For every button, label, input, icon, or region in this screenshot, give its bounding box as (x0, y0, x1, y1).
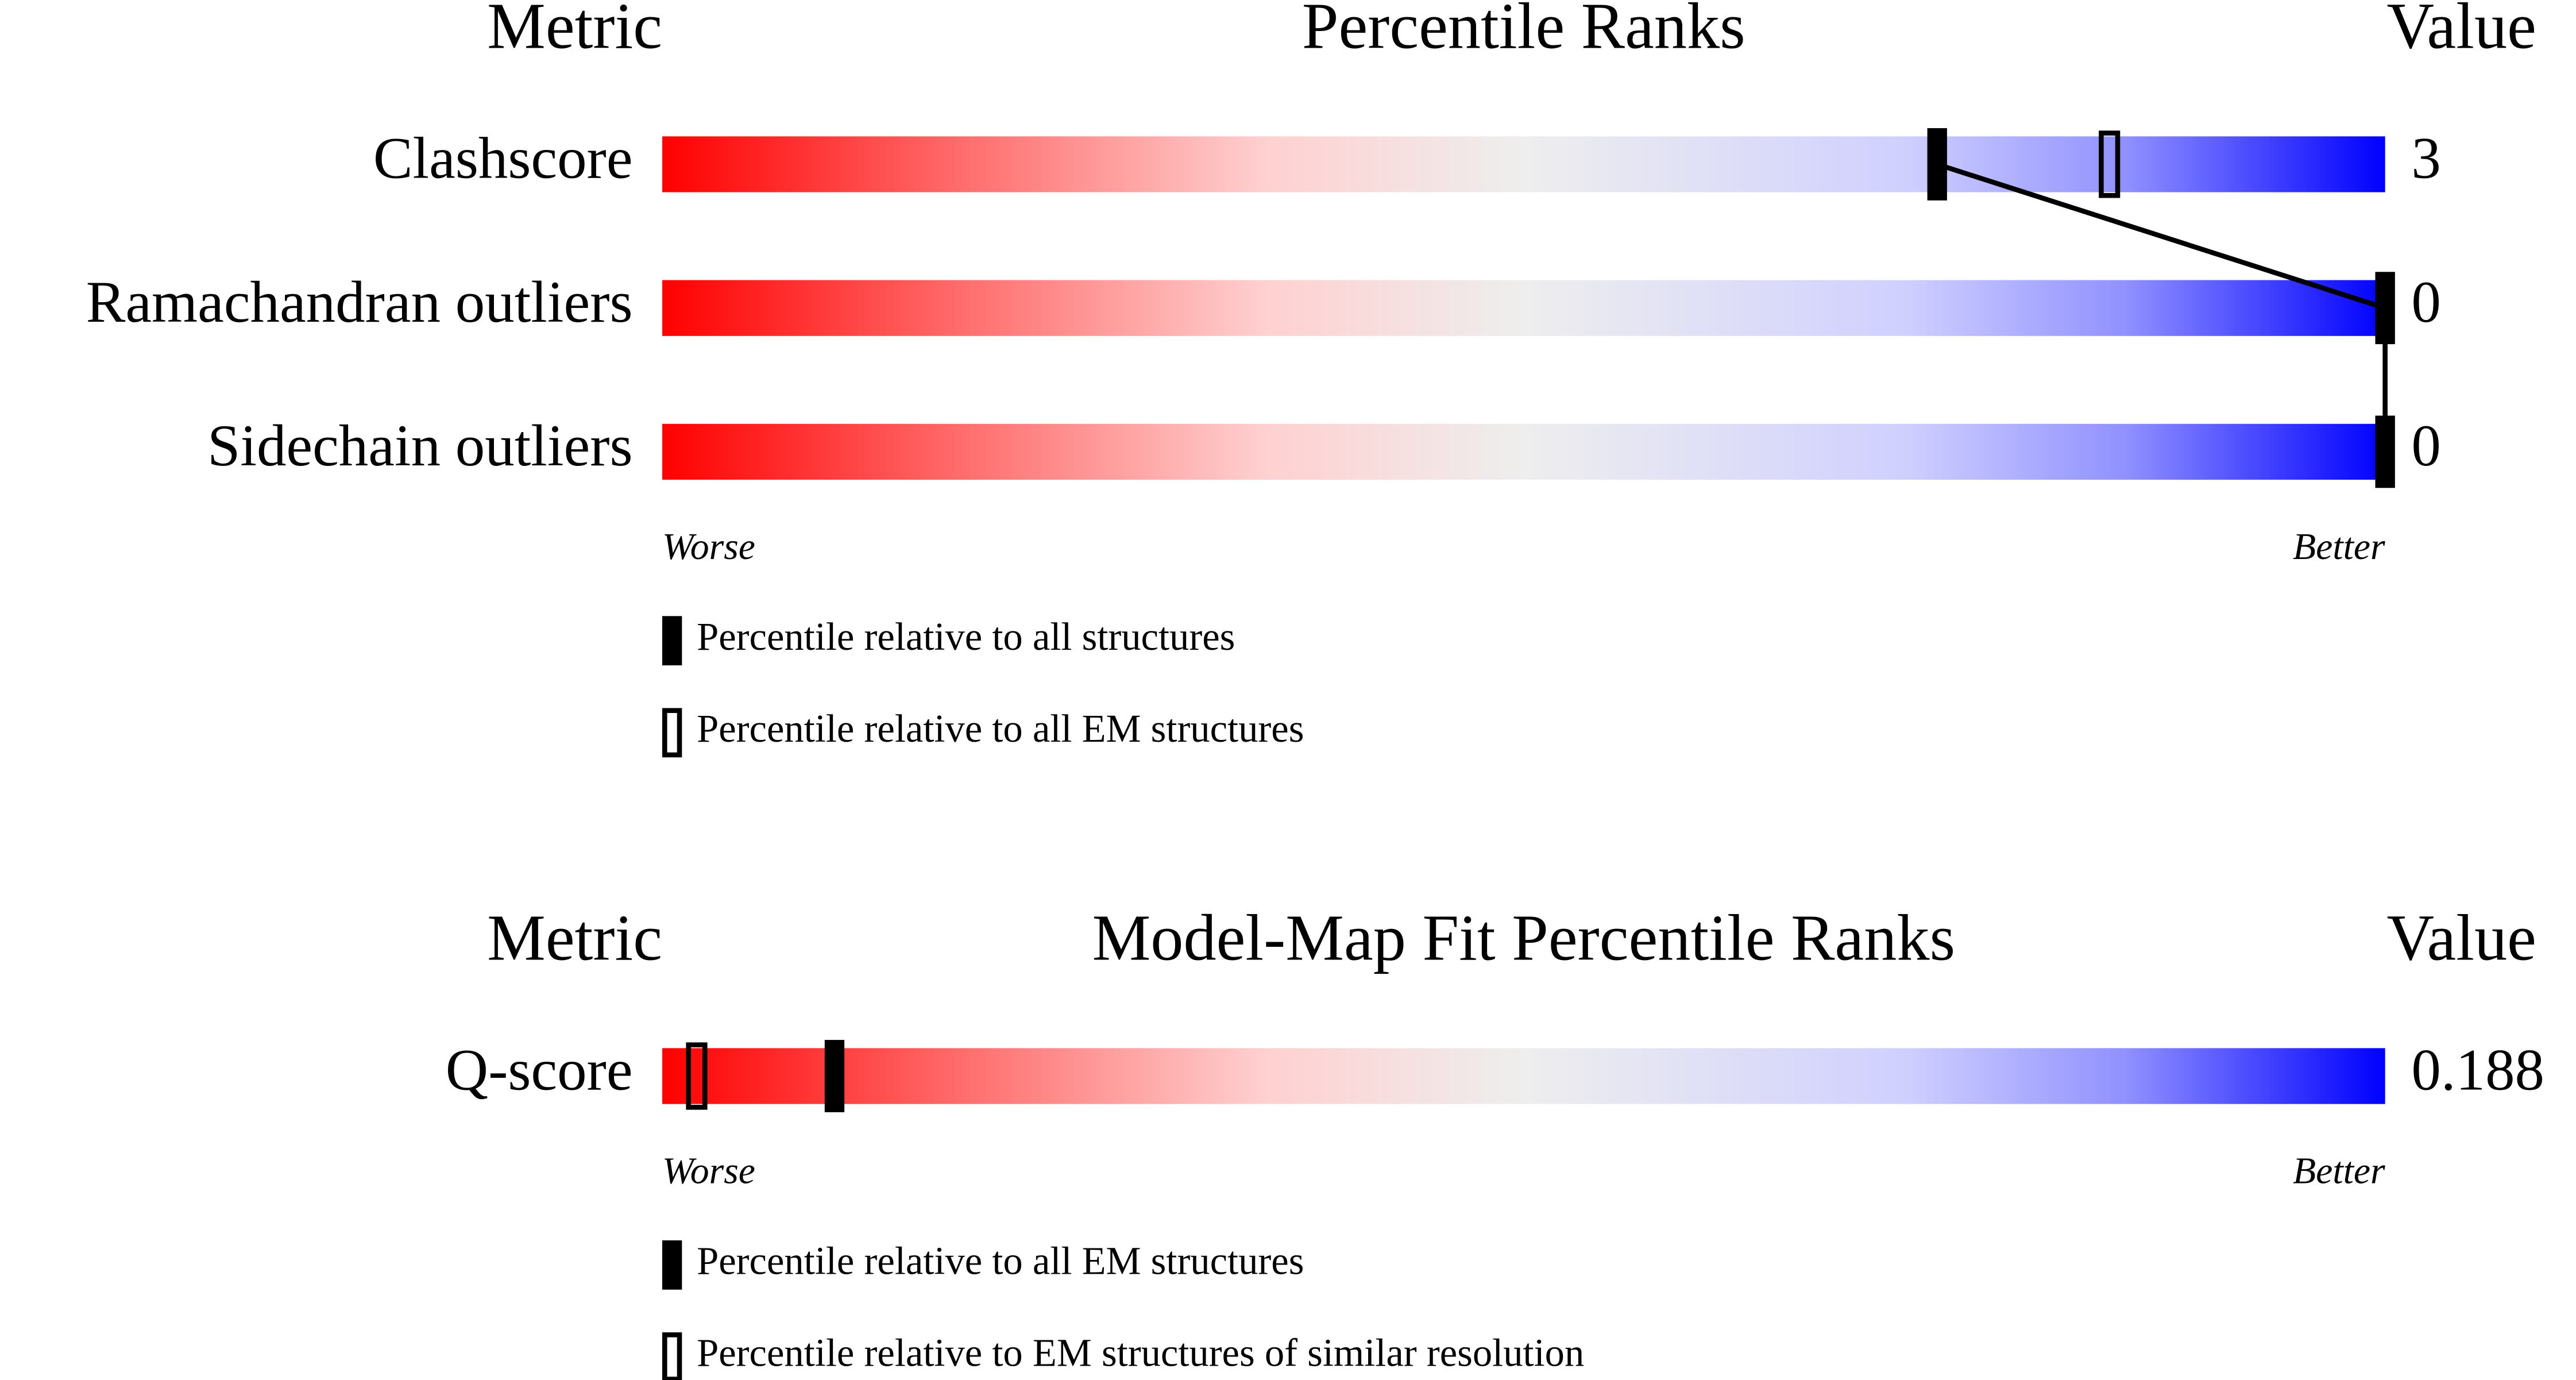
legend-label: Percentile relative to EM structures of … (697, 1331, 1584, 1375)
legend-marker (662, 1240, 682, 1290)
metric-header: Metric (487, 0, 662, 62)
percentile-marker (2375, 272, 2395, 345)
worse-label: Worse (662, 526, 755, 568)
better-label: Better (2293, 526, 2385, 568)
value-header: Value (2387, 0, 2536, 62)
metric-label: Sidechain outliers (207, 413, 632, 479)
gradient-bar (662, 423, 2385, 480)
gradient-bar (662, 280, 2385, 336)
worse-label: Worse (662, 1150, 755, 1192)
chart-title: Percentile Ranks (1302, 0, 1745, 62)
percentile-marker (2375, 415, 2395, 488)
legend-label: Percentile relative to all structures (697, 615, 1235, 658)
gradient-bar (662, 136, 2385, 192)
chart-title: Model-Map Fit Percentile Ranks (1092, 901, 1956, 974)
metric-label: Ramachandran outliers (86, 269, 633, 335)
metric-value: 0 (2411, 413, 2440, 479)
percentile-marker-hollow (2099, 130, 2121, 198)
metric-header: Metric (487, 901, 662, 974)
legend-label: Percentile relative to all EM structures (697, 707, 1304, 750)
gradient-bar (662, 1048, 2385, 1104)
metric-value: 3 (2411, 126, 2440, 191)
legend-marker-hollow (662, 708, 682, 758)
legend-marker (662, 616, 682, 666)
metric-label: Q-score (446, 1038, 633, 1103)
value-header: Value (2387, 901, 2536, 974)
legend-marker-hollow (662, 1332, 682, 1380)
percentile-marker-hollow (686, 1042, 708, 1110)
metric-value: 0.188 (2411, 1038, 2544, 1103)
metric-label: Clashscore (373, 126, 633, 191)
percentile-marker (824, 1040, 845, 1112)
legend-label: Percentile relative to all EM structures (697, 1239, 1304, 1283)
better-label: Better (2293, 1150, 2385, 1192)
metric-value: 0 (2411, 269, 2440, 335)
percentile-marker (1927, 128, 1947, 201)
